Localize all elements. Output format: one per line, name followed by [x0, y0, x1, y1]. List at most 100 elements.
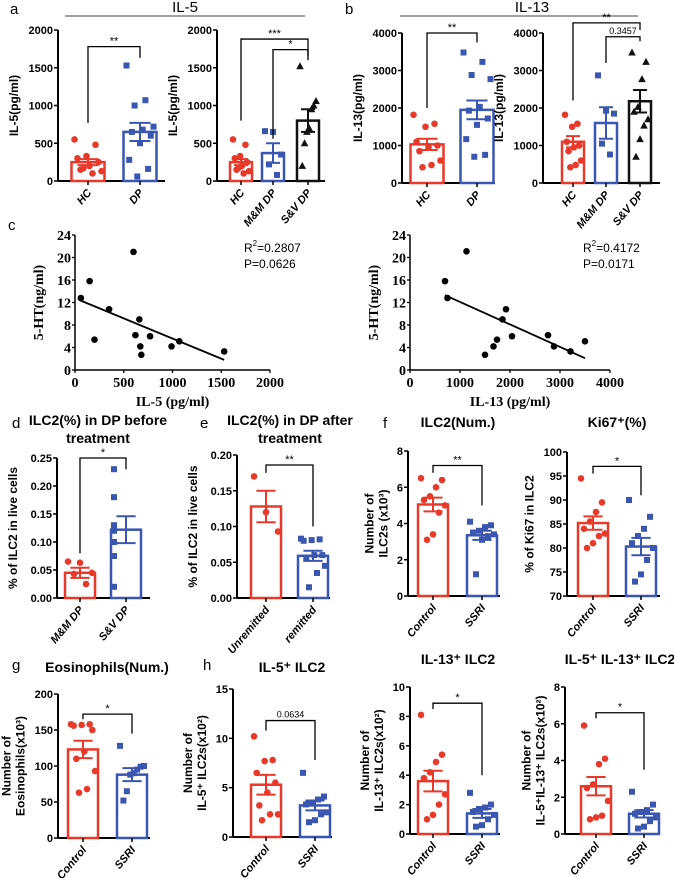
y-tick-label: 20: [57, 252, 71, 267]
data-point: [508, 332, 516, 340]
data-point: [565, 147, 572, 155]
data-point: [644, 115, 652, 123]
data-point: [298, 161, 307, 169]
data-point: [303, 555, 310, 562]
group-dp: DP: [122, 62, 158, 207]
data-point: [647, 513, 653, 520]
data-point: [434, 142, 441, 149]
significance-bracket: [87, 45, 141, 123]
y-tick-label: 500: [35, 138, 53, 150]
data-point: [470, 529, 476, 536]
data-point: [580, 722, 588, 729]
y-tick-label: 0.00: [31, 593, 52, 605]
y-tick-label: 2000: [188, 25, 212, 37]
data-point: [117, 742, 123, 749]
data-point: [136, 316, 143, 323]
data-point: [423, 816, 431, 823]
data-point: [632, 152, 640, 160]
x-tick-label: 3000: [546, 376, 574, 391]
x-tick-label: 2000: [496, 376, 524, 391]
significance-label: *: [615, 455, 620, 467]
data-point: [300, 537, 307, 544]
group-remitted: remitted: [282, 535, 330, 645]
data-point: [86, 277, 93, 285]
x-tick-label: 0: [407, 376, 414, 391]
data-point: [482, 804, 488, 811]
data-point: [269, 756, 276, 764]
chart-d: 0.00 0.05 0.10 0.15 0.20 0.25 % of ILC2 in liv…: [6, 412, 167, 646]
data-point: [80, 164, 87, 172]
x-tick-label: M&M DP: [48, 604, 86, 646]
data-point: [250, 733, 258, 740]
data-point: [435, 801, 443, 808]
group-dp: DP: [459, 49, 495, 209]
y-tick-label: 6: [397, 482, 403, 494]
y-tick-label: 8: [397, 446, 403, 458]
chart-title: ILC2(Num.): [421, 414, 496, 430]
data-point: [467, 518, 473, 525]
data-point: [306, 584, 312, 591]
data-point: [236, 152, 244, 160]
y-tick-label: 0.20: [31, 481, 52, 493]
y-tick-label: 4: [397, 519, 404, 531]
data-point: [423, 536, 431, 544]
y-tick-label: 4: [64, 342, 71, 357]
significance-bracket: [265, 464, 314, 527]
data-point: [306, 819, 312, 826]
data-point: [595, 532, 603, 540]
group-m-m-dp: M&M DP: [48, 558, 97, 646]
data-point: [601, 530, 609, 537]
data-point: [653, 814, 659, 821]
y-tick-label: 1000: [514, 141, 538, 153]
data-point: [139, 126, 146, 133]
y-tick-label: 16: [392, 274, 406, 289]
data-point: [441, 791, 449, 798]
data-point: [581, 338, 589, 345]
significance-label: *: [288, 39, 293, 51]
y-tick-label: 6: [554, 719, 560, 731]
data-point: [473, 823, 479, 830]
chart-a2: 0 500 1000 1500 2000 IL-5(pg/ml) HCM&M DP S&V D…: [166, 25, 325, 229]
data-point: [601, 755, 609, 762]
chart-c2: 0 4 8 12 16 20 24 0 1000 2000 3000 4000 IL-13 (pg/ml…: [367, 229, 640, 410]
group-control: Control: [405, 474, 450, 640]
data-point: [431, 120, 438, 128]
data-point: [261, 757, 268, 765]
y-tick-label: 5: [222, 783, 228, 795]
group-ssri: SSRI: [625, 788, 661, 868]
data-point: [463, 136, 470, 143]
data-point: [638, 571, 644, 578]
chart-title: Eosinophils(Num.): [45, 659, 169, 675]
group-control: Control: [238, 733, 283, 878]
data-point: [147, 132, 154, 139]
data-point: [638, 808, 644, 815]
data-point: [321, 793, 327, 800]
data-point: [134, 173, 141, 180]
group-hc: HC: [228, 136, 254, 207]
x-tick-label: SSRI: [625, 840, 651, 868]
data-point: [488, 801, 494, 808]
x-tick-label: M&M DP: [574, 189, 612, 231]
significance-label: **: [453, 455, 462, 467]
y-tick-label: 0: [397, 591, 403, 603]
y-tick-label: 100: [544, 447, 562, 459]
data-point: [168, 343, 175, 350]
significance-bracket: [432, 702, 483, 776]
chart-f2: 70 75 80 85 90 95 100 % of Ki67 in ILC2 Ki67⁺(%)…: [523, 414, 660, 640]
r-label: R: [583, 241, 592, 255]
y-tick-label: 0.10: [31, 537, 52, 549]
data-point: [416, 147, 423, 155]
data-point: [598, 499, 606, 506]
x-tick-label: 2000: [256, 376, 284, 391]
data-point: [417, 474, 425, 482]
y-tick-label: 2000: [373, 103, 397, 115]
significance-label: 0.3457: [609, 26, 637, 36]
x-tick-label: HC: [414, 188, 434, 209]
data-point: [111, 522, 117, 529]
chart-c1: 0 4 8 12 16 20 24 0 500 1000 1500 2000 IL-5 (pg/ml) 5…: [32, 229, 301, 410]
y-axis-label: ILC2s (x10³): [377, 489, 391, 557]
y-axis-label: Number of: [358, 729, 372, 790]
x-tick-label: SSRI: [113, 844, 139, 872]
data-point: [134, 766, 141, 773]
group-ssri: SSRI: [463, 518, 499, 630]
